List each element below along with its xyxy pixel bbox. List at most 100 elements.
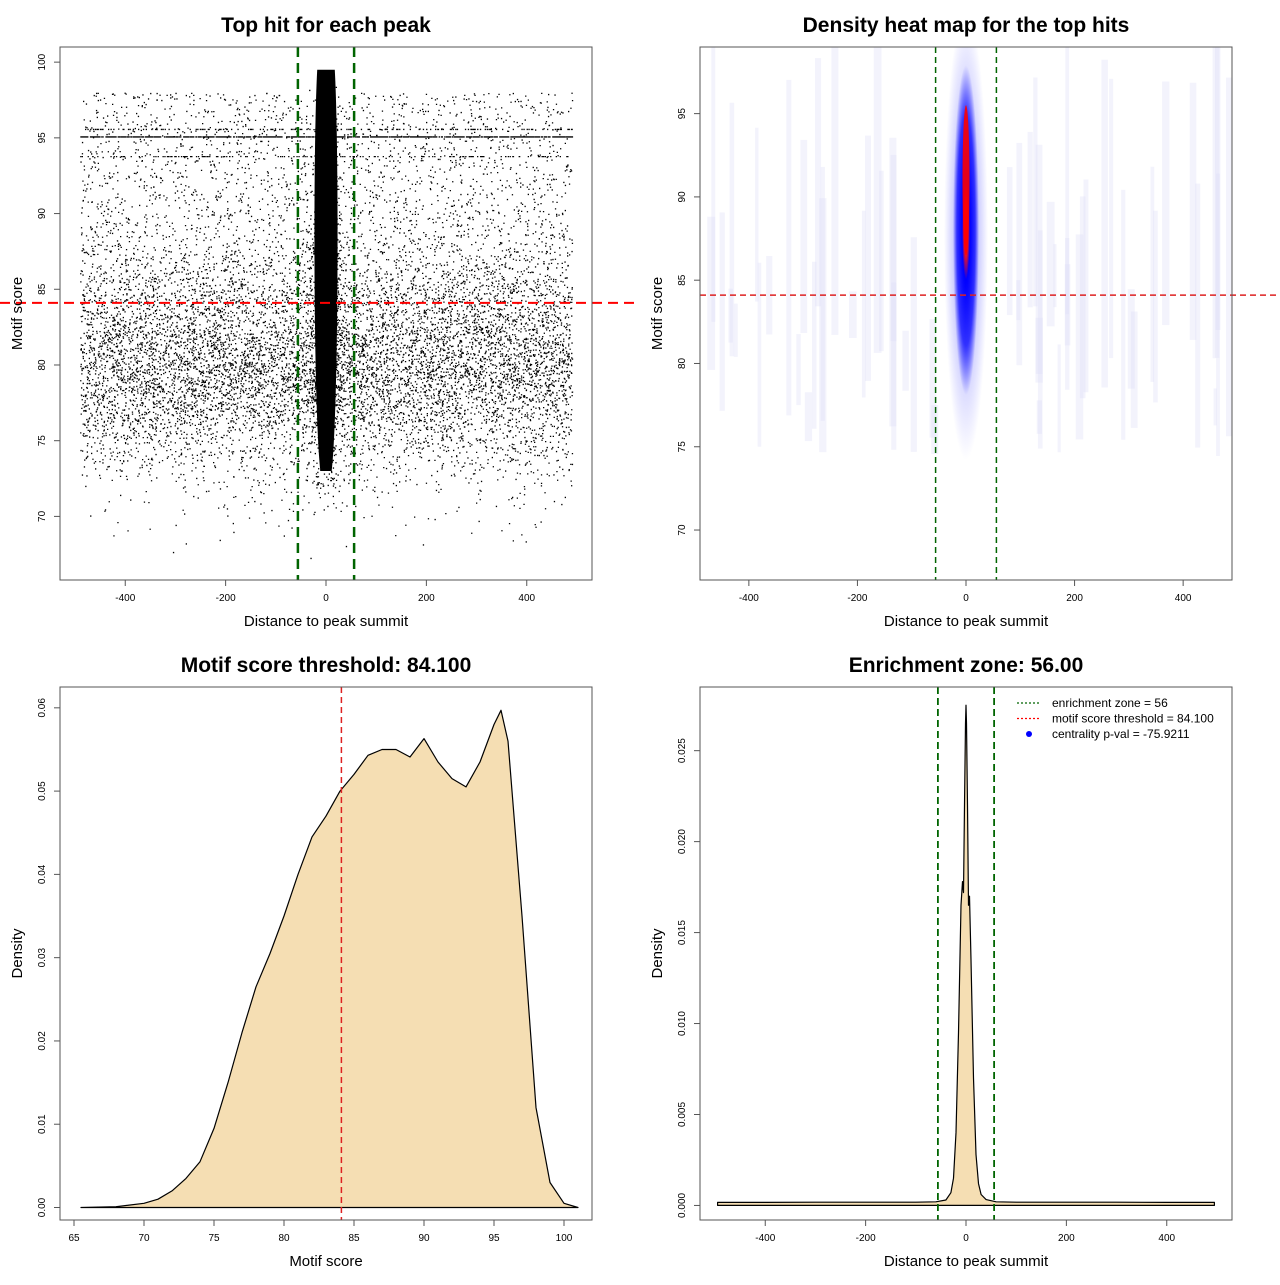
heatmap-faint-cell [707, 216, 716, 370]
heatmap-peak [962, 105, 970, 256]
heatmap-faint-cell [1216, 173, 1220, 456]
x-tick-label: 95 [488, 1233, 500, 1244]
heatmap-faint-cell [1130, 311, 1138, 428]
panel-4-axes: Enrichment zone: 56.00 Distance to peak s… [649, 654, 1233, 1270]
y-tick-label: 95 [37, 132, 48, 144]
x-tick-label: 200 [1058, 1233, 1075, 1244]
x-tick-label: 400 [518, 593, 535, 604]
x-tick-label: 85 [348, 1233, 360, 1244]
heatmap-faint-cell [1127, 289, 1135, 389]
heatmap-faint-cell [766, 255, 773, 335]
scatter-points [80, 69, 574, 560]
heatmap-faint-cell [1027, 131, 1033, 308]
heatmap-faint-cell [1109, 78, 1114, 359]
x-tick-label: 75 [208, 1233, 220, 1244]
x-tick-label: -400 [755, 1233, 775, 1244]
x-axis-label: Distance to peak summit [884, 1253, 1049, 1270]
heatmap-faint-cell [1162, 81, 1170, 326]
y-tick-label: 75 [37, 435, 48, 447]
x-axis-label: Distance to peak summit [244, 613, 409, 630]
heatmap-faint-cell [1035, 144, 1043, 374]
y-tick-label: 0.03 [37, 947, 48, 967]
heatmap-faint-cell [891, 282, 897, 450]
heatmap-faint-cell [815, 58, 822, 307]
y-tick-label: 0.00 [37, 1197, 48, 1217]
y-axis-label: Motif score [9, 277, 26, 350]
heatmap-faint-cell [820, 166, 825, 421]
heatmap-faint-cell [1101, 59, 1108, 388]
panel-3-axes: Motif score threshold: 84.100 Motif score… [9, 654, 593, 1270]
heatmap-faint-cell [755, 127, 759, 302]
legend: enrichment zone = 56 motif score threshol… [1017, 696, 1214, 741]
heatmap-faint-cell [929, 319, 937, 438]
x-tick-label: -400 [115, 593, 135, 604]
x-axis-label: Distance to peak summit [884, 613, 1049, 630]
heatmap-faint-cell [786, 79, 792, 416]
heatmap-faint-cell [1046, 201, 1055, 327]
density-area [80, 709, 579, 1209]
heatmap-faint-cell [1225, 77, 1232, 437]
heatmap-faint-cell [931, 405, 939, 454]
heatmap-faint-cell [1035, 317, 1043, 383]
legend-dot [1026, 731, 1032, 737]
heatmap-faint-cell [1121, 189, 1126, 440]
central-point-cluster [314, 69, 338, 471]
heatmap-faint-cell [889, 137, 897, 427]
heatmap-faint-cell [1212, 47, 1216, 359]
heatmap-faint-cell [1065, 47, 1070, 315]
y-axis-label: Density [9, 928, 26, 979]
y-tick-label: 0.000 [677, 1192, 688, 1217]
heatmap-faint-cell [1065, 238, 1070, 390]
y-tick-label: 85 [37, 283, 48, 295]
heatmap-faint-cell [1189, 82, 1197, 340]
heatmap-faint-cell [861, 210, 866, 398]
y-tick-label: 100 [37, 53, 48, 70]
x-tick-label: -200 [856, 1233, 876, 1244]
y-tick-label: 0.020 [677, 829, 688, 854]
heatmap-faint-cell [1075, 234, 1084, 440]
heatmap-faint-cell [804, 392, 813, 442]
x-tick-label: 80 [278, 1233, 290, 1244]
heatmap-faint-cell [729, 102, 735, 357]
heatmap-faint-cell [879, 170, 884, 352]
heatmap-faint-cell [1016, 142, 1023, 366]
heatmap-faint-cell [819, 198, 827, 453]
x-tick-label: -200 [847, 593, 867, 604]
x-tick-label: 65 [68, 1233, 80, 1244]
y-tick-label: 90 [37, 208, 48, 220]
heatmap-faint-cell [1006, 167, 1013, 316]
x-tick-label: 90 [418, 1233, 430, 1244]
heatmap-faint-cell [910, 237, 917, 452]
y-tick-label: 0.06 [37, 698, 48, 718]
x-axis-label: Motif score [289, 1253, 362, 1270]
heatmap-faint-cell [796, 334, 801, 406]
y-tick-label: 0.015 [677, 920, 688, 945]
heatmap-faint-cell [1036, 400, 1043, 434]
heatmap-faint-cell [757, 262, 762, 447]
chart-title: Enrichment zone: 56.00 [849, 654, 1084, 677]
x-tick-label: 200 [1066, 593, 1083, 604]
heatmap-faint-cell [1215, 47, 1220, 358]
y-tick-label: 95 [677, 108, 688, 120]
legend-label: enrichment zone = 56 [1052, 696, 1168, 710]
heatmap-faint-cell [711, 47, 716, 322]
y-tick-label: 0.005 [677, 1102, 688, 1127]
y-axis-label: Density [649, 928, 666, 979]
heatmap-faint-cell [873, 47, 882, 353]
y-axis-label: Motif score [649, 277, 666, 350]
heatmap-faint-cell [1213, 388, 1217, 426]
plot-frame [59, 686, 593, 1221]
legend-label: centrality p-val = -75.9211 [1052, 727, 1190, 741]
heatmap-faint-cell [1057, 344, 1061, 453]
heatmap-layer [707, 47, 1232, 461]
heatmap-faint-cell [1033, 77, 1038, 307]
y-tick-label: 0.02 [37, 1031, 48, 1051]
y-tick-label: 70 [677, 524, 688, 536]
x-tick-label: 0 [323, 593, 329, 604]
x-tick-label: -400 [739, 593, 759, 604]
x-tick-label: 70 [138, 1233, 150, 1244]
y-tick-label: 70 [37, 510, 48, 522]
x-tick-label: 100 [556, 1233, 573, 1244]
heatmap-faint-cell [864, 135, 871, 381]
